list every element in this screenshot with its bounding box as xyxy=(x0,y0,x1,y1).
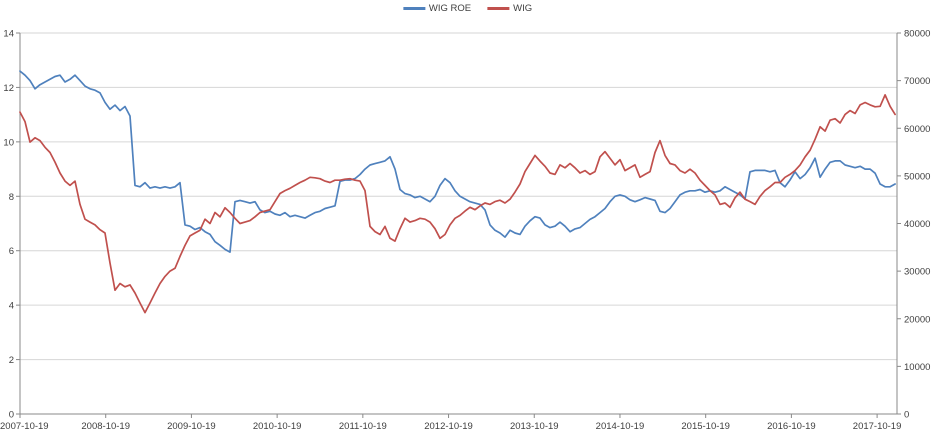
y-axis-left-label: 10 xyxy=(3,137,14,148)
x-axis-label: 2012-10-19 xyxy=(424,421,473,432)
chart-legend: WIG ROE WIG xyxy=(402,3,532,14)
y-axis-right-label: 0 xyxy=(904,410,909,421)
wig-series-line xyxy=(19,94,896,314)
wig-roe-line-swatch xyxy=(402,7,425,10)
y-axis-right-label: 30000 xyxy=(904,267,930,278)
y-axis-left-label: 2 xyxy=(9,355,14,366)
legend-item-wig-roe: WIG ROE xyxy=(402,3,472,14)
legend-label-wig: WIG xyxy=(513,3,533,14)
x-axis-label: 2009-10-19 xyxy=(167,421,216,432)
x-axis-label: 2014-10-19 xyxy=(596,421,645,432)
gridlines xyxy=(20,32,897,361)
y-axis-right-label: 60000 xyxy=(904,124,930,135)
y-axis-left-label: 8 xyxy=(9,192,14,203)
legend-item-wig: WIG xyxy=(487,3,532,14)
y-axis-right-label: 40000 xyxy=(904,219,930,230)
axis-lines xyxy=(19,33,898,415)
y-axis-left-label: 14 xyxy=(3,29,14,40)
x-axis-label: 2007-10-19 xyxy=(0,421,49,432)
x-axis-label: 2010-10-19 xyxy=(253,421,302,432)
legend-label-wig-roe: WIG ROE xyxy=(428,3,472,14)
y-axis-right-label: 20000 xyxy=(904,314,930,325)
x-axis-label: 2013-10-19 xyxy=(510,421,559,432)
y-axis-right-label: 70000 xyxy=(904,76,930,87)
y-axis-left-label: 6 xyxy=(9,246,14,257)
y-axis-left-label: 0 xyxy=(9,410,14,421)
axis-ticks xyxy=(16,32,901,418)
x-axis-label: 2008-10-19 xyxy=(81,421,130,432)
axis-tick-labels: 0 2 4 6 8 10 12 14 0 10000 20000 30000 40000 50000 600… xyxy=(0,29,930,433)
y-axis-right-label: 50000 xyxy=(904,171,930,182)
x-axis-label: 2017-10-19 xyxy=(853,421,902,432)
y-axis-left-label: 12 xyxy=(3,83,14,94)
y-axis-right-label: 80000 xyxy=(904,29,930,40)
x-axis-label: 2016-10-19 xyxy=(767,421,816,432)
y-axis-left-label: 4 xyxy=(9,301,14,312)
wig-roe-series-line xyxy=(19,70,896,253)
x-axis-label: 2015-10-19 xyxy=(681,421,730,432)
x-axis-label: 2011-10-19 xyxy=(339,421,387,432)
y-axis-right-label: 10000 xyxy=(904,362,930,373)
wig-line-swatch xyxy=(487,7,510,10)
